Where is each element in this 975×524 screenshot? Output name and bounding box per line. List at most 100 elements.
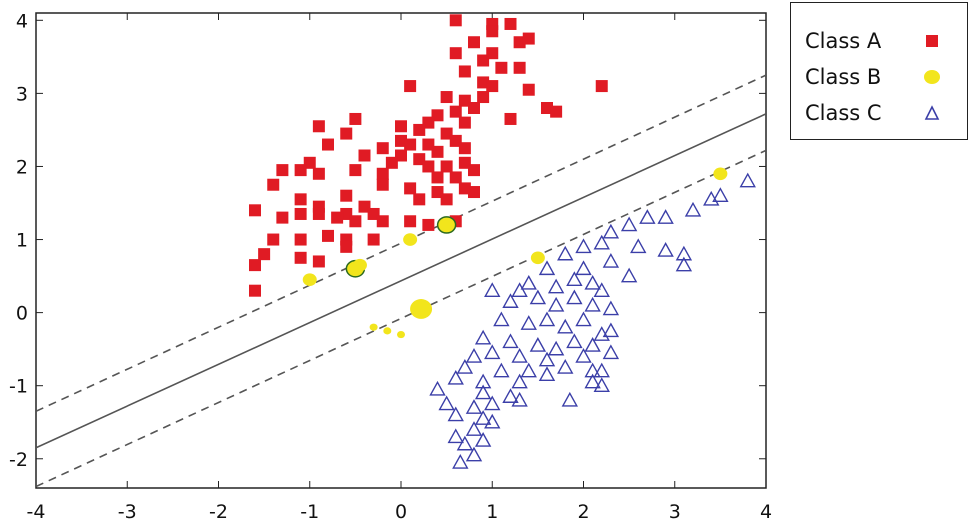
class-a-point — [468, 186, 480, 199]
class-c-point — [493, 311, 510, 327]
class-a-point — [294, 207, 307, 220]
class-a-point — [303, 156, 316, 169]
class-c-point — [575, 311, 592, 327]
class-c-point — [584, 274, 601, 290]
class-c-point — [474, 384, 492, 400]
class-a-point — [449, 171, 462, 184]
class-c-point — [566, 333, 583, 349]
class-c-point — [438, 395, 455, 411]
class-a-point — [267, 233, 280, 246]
class-c-point — [584, 373, 601, 389]
class-c-point — [575, 348, 592, 363]
y-tick-label: -2 — [9, 449, 28, 471]
class-a-point — [468, 36, 480, 49]
class-c-point — [520, 362, 537, 378]
class-a-point — [431, 171, 444, 184]
class-a-point — [358, 149, 371, 162]
x-tick-label: -1 — [300, 501, 319, 523]
class-a-point — [458, 182, 471, 195]
class-c-point — [529, 337, 547, 352]
class-c-point — [547, 278, 565, 294]
class-c-point — [538, 351, 556, 367]
decision-boundary-line — [36, 113, 766, 449]
class-b-point — [397, 330, 405, 339]
class-a-point — [404, 215, 417, 228]
class-b-point — [383, 327, 392, 335]
class-a-point — [340, 207, 353, 220]
legend-item-class-b: Class B — [805, 61, 943, 93]
class-a-point — [513, 61, 526, 74]
class-a-point — [294, 193, 307, 206]
x-tick-label: 2 — [577, 501, 589, 523]
class-a-point — [413, 193, 426, 206]
class-a-point — [312, 167, 325, 180]
class-c-point — [502, 388, 519, 403]
class-a-point — [385, 156, 398, 169]
class-a-point — [395, 120, 407, 133]
class-a-point — [376, 167, 389, 180]
class-a-point — [340, 189, 353, 202]
class-c-point — [465, 421, 483, 436]
class-c-point — [602, 223, 620, 239]
class-a-point — [486, 47, 499, 60]
y-tick-label: 0 — [16, 303, 28, 325]
class-c-point — [593, 326, 610, 341]
class-a-point — [504, 17, 517, 30]
class-a-point — [322, 138, 334, 151]
class-a-point — [395, 149, 407, 162]
class-a-point — [376, 142, 389, 155]
class-c-point — [602, 253, 620, 268]
class-c-point — [484, 413, 501, 429]
class-c-point — [575, 260, 592, 276]
class-c-point — [675, 256, 693, 272]
class-a-point — [404, 182, 417, 195]
class-a-point — [541, 102, 553, 114]
class-c-point — [593, 377, 610, 392]
class-a-point — [349, 215, 362, 228]
class-a-point — [294, 251, 307, 264]
class-c-point — [630, 238, 647, 254]
class-c-point — [566, 289, 583, 305]
legend-item-class-c: Class C — [805, 97, 943, 129]
class-c-point — [557, 358, 574, 374]
class-a-point — [367, 207, 380, 220]
class-b-point — [410, 299, 433, 319]
y-tick-label: 3 — [16, 83, 28, 105]
x-tick-label: 1 — [486, 501, 498, 523]
class-c-point — [474, 432, 492, 447]
class-a-point — [449, 47, 462, 60]
class-a-point — [349, 112, 362, 125]
class-a-point — [440, 160, 453, 173]
legend-label-class-a: Class A — [805, 29, 882, 53]
class-a-point — [431, 186, 444, 199]
class-a-point — [440, 91, 453, 104]
legend-triangle-icon — [921, 102, 943, 124]
class-a-point — [249, 284, 261, 297]
class-a-point — [376, 178, 389, 191]
class-c-point — [557, 245, 574, 261]
class-c-point — [474, 373, 492, 389]
class-c-point — [712, 187, 729, 202]
legend: Class A Class B Class C — [790, 2, 968, 140]
class-c-point — [456, 358, 474, 374]
class-a-point — [458, 142, 471, 155]
class-a-point — [504, 112, 517, 125]
class-c-point — [538, 311, 556, 327]
class-c-point — [429, 380, 446, 396]
class-c-point — [520, 274, 537, 290]
class-a-point — [258, 248, 271, 261]
class-a-point — [331, 211, 344, 224]
class-a-point — [422, 138, 435, 151]
class-c-point — [511, 282, 528, 297]
x-tick-label: 0 — [395, 501, 407, 523]
class-c-point — [602, 322, 620, 338]
class-c-point — [520, 315, 537, 330]
class-a-point — [340, 127, 353, 140]
y-tick-label: 2 — [16, 156, 28, 178]
class-a-point — [468, 102, 480, 114]
class-c-point — [557, 318, 574, 334]
upper-margin-line — [36, 74, 766, 412]
class-c-point — [493, 362, 510, 378]
legend-label-class-c: Class C — [805, 101, 882, 125]
class-c-point — [602, 344, 620, 360]
